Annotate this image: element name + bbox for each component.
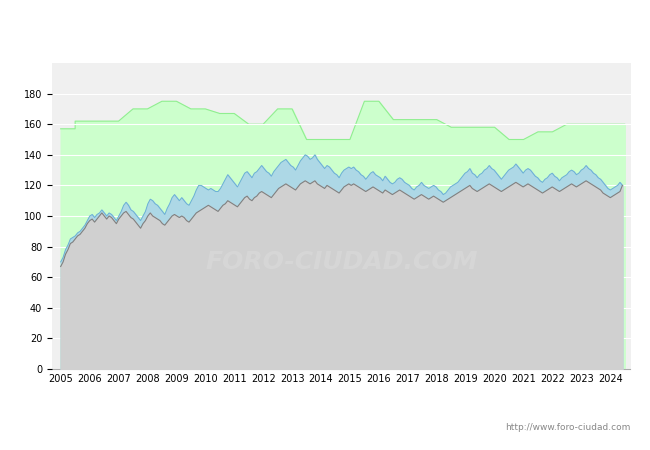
Text: http://www.foro-ciudad.com: http://www.foro-ciudad.com [505, 423, 630, 432]
Text: San Pedro de Gaíllos - Evolucion de la poblacion en edad de Trabajar Mayo de 202: San Pedro de Gaíllos - Evolucion de la p… [49, 21, 601, 33]
Text: FORO-CIUDAD.COM: FORO-CIUDAD.COM [205, 250, 478, 274]
